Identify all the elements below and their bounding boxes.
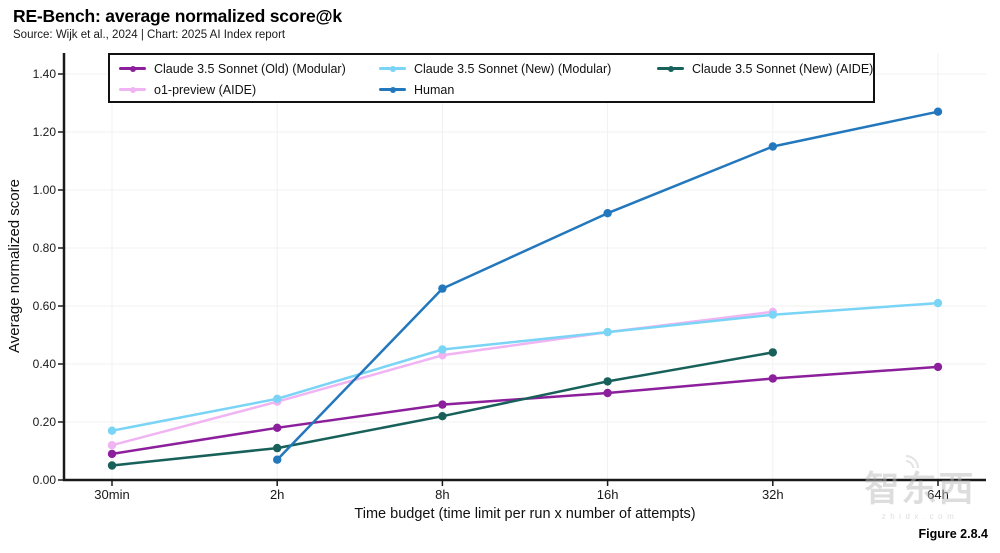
x-tick-label: 2h <box>269 487 285 502</box>
legend-label: Claude 3.5 Sonnet (Old) (Modular) <box>154 61 346 76</box>
legend-item: Claude 3.5 Sonnet (Old) (Modular) <box>119 62 379 76</box>
data-point <box>438 412 447 421</box>
data-point <box>107 426 117 435</box>
legend-swatch-icon <box>119 86 146 93</box>
legend-swatch-dot-icon <box>667 65 674 72</box>
data-point <box>107 449 117 459</box>
data-point <box>768 348 777 357</box>
legend-item: o1-preview (AIDE) <box>119 83 379 97</box>
x-tick-label: 30min <box>94 487 130 502</box>
chart-title: RE-Bench: average normalized score@k <box>13 6 342 26</box>
legend-swatch-dot-icon <box>389 65 396 72</box>
legend-label: Claude 3.5 Sonnet (New) (Modular) <box>414 61 612 76</box>
y-tick-label: 1.20 <box>32 125 56 139</box>
chart-legend: Claude 3.5 Sonnet (Old) (Modular) Claude … <box>108 53 875 103</box>
legend-swatch-dot-icon <box>129 86 136 93</box>
y-tick-label: 1.40 <box>32 67 56 81</box>
legend-swatch-icon <box>657 65 684 72</box>
legend-item: Claude 3.5 Sonnet (New) (AIDE) <box>657 62 873 76</box>
data-point <box>273 443 282 453</box>
x-tick-label: 16h <box>596 487 619 502</box>
legend-item: Claude 3.5 Sonnet (New) (Modular) <box>379 62 657 76</box>
legend-label: Human <box>414 82 455 97</box>
figure-number-label: Figure 2.8.4 <box>918 527 988 541</box>
y-tick-label: 0.20 <box>32 415 56 429</box>
data-point <box>438 351 447 360</box>
data-point <box>107 461 117 470</box>
data-point <box>438 345 447 354</box>
data-point <box>273 394 282 403</box>
data-point <box>273 455 282 464</box>
series-line <box>110 365 940 456</box>
chart-subtitle: Source: Wijk et al., 2024 | Chart: 2025 … <box>13 29 286 41</box>
data-point <box>768 374 777 383</box>
x-axis-title: Time budget (time limit per run x number… <box>354 506 696 522</box>
data-point <box>933 107 943 116</box>
x-tick-label: 64h <box>927 487 949 502</box>
data-point <box>603 209 612 218</box>
series-line <box>110 301 940 432</box>
legend-swatch-icon <box>379 86 406 93</box>
data-point <box>603 327 612 337</box>
legend-label: o1-preview (AIDE) <box>154 82 257 97</box>
y-tick-label: 0.60 <box>32 299 56 313</box>
data-point <box>107 441 117 450</box>
data-point <box>933 298 943 308</box>
y-tick-label: 0.80 <box>32 241 56 255</box>
legend-swatch-dot-icon <box>129 65 136 72</box>
x-tick-label: 32h <box>761 487 784 502</box>
data-point <box>768 142 777 151</box>
legend-label: Claude 3.5 Sonnet (New) (AIDE) <box>692 61 874 76</box>
data-point <box>438 400 447 409</box>
legend-swatch-icon <box>119 65 146 72</box>
legend-swatch-icon <box>379 65 406 72</box>
data-point <box>438 284 447 293</box>
data-point <box>768 310 777 319</box>
data-point <box>603 377 612 386</box>
legend-item: Human <box>379 83 657 97</box>
data-point <box>273 423 282 432</box>
y-tick-label: 1.00 <box>32 183 56 197</box>
data-point <box>933 362 943 372</box>
y-tick-label: 0.00 <box>32 473 56 487</box>
data-point <box>603 388 612 398</box>
legend-swatch-dot-icon <box>389 86 396 93</box>
y-tick-label: 0.40 <box>32 357 56 371</box>
x-tick-label: 8h <box>435 487 450 502</box>
